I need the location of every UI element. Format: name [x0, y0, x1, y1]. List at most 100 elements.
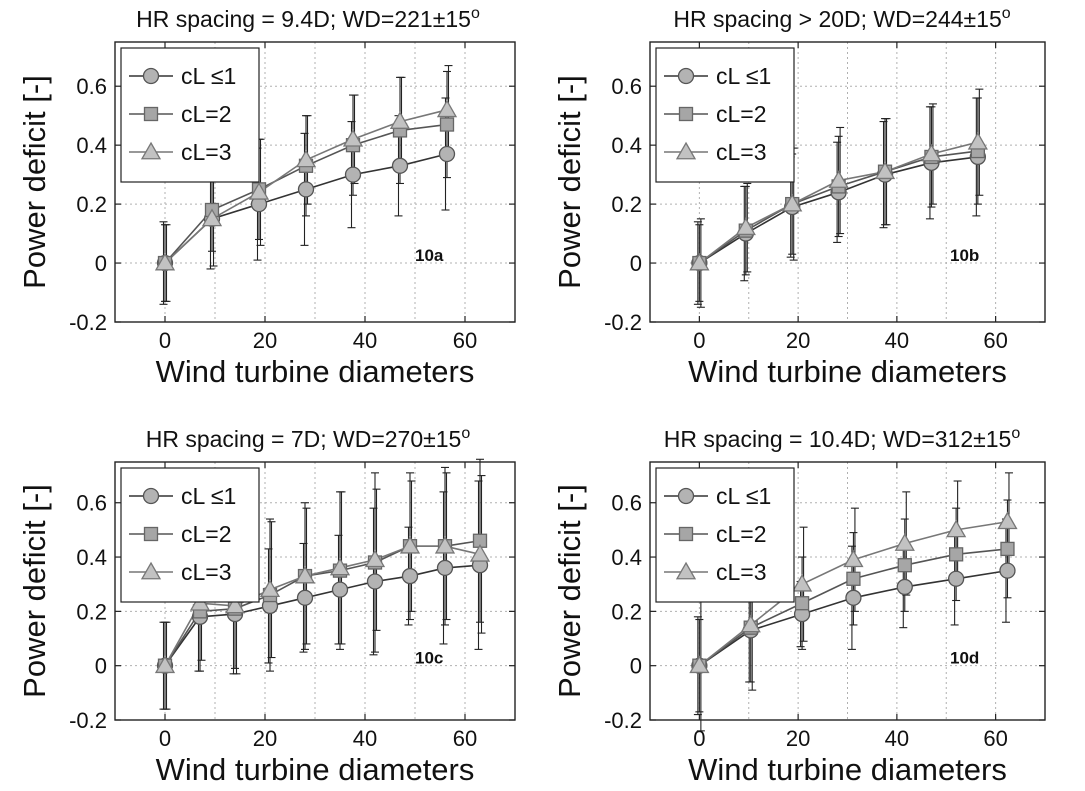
panel-tag: 10b	[950, 246, 979, 265]
legend-label: cL ≤1	[181, 63, 236, 89]
y-tick-label: 0.2	[611, 192, 642, 217]
data-point	[259, 579, 281, 598]
axes-frame	[114, 461, 516, 721]
panel-title-text: HR spacing > 20D; WD=244±15	[673, 6, 1001, 32]
legend-label: cL=3	[181, 559, 232, 585]
data-point	[1000, 541, 1015, 557]
legend-label: cL=2	[181, 521, 232, 547]
y-tick-label: 0.2	[76, 192, 107, 217]
legend-marker	[143, 106, 159, 122]
x-tick-label: 0	[159, 328, 171, 353]
data-point	[689, 655, 710, 674]
y-tick-label: 0.6	[76, 74, 107, 99]
legend-label: cL=2	[716, 101, 767, 127]
chart-panel-10d: 0 20 40 60 -0.2 0 0.2 0.4 0.6 Wind turbine diamet…	[552, 425, 1046, 787]
panel-title-text: HR spacing = 7D; WD=270±15	[146, 426, 462, 452]
data-point	[874, 161, 896, 180]
y-tick-label: 0.6	[611, 491, 642, 516]
data-point	[782, 193, 803, 212]
data-point	[794, 596, 810, 611]
legend-marker	[140, 561, 162, 580]
y-tick-label: 0.2	[611, 599, 642, 624]
y-axis-label: Power deficit [-]	[552, 484, 587, 698]
panel-title-superscript: o	[461, 425, 470, 442]
panel-tag: 10d	[950, 649, 979, 668]
x-tick-label: 0	[159, 726, 171, 751]
y-tick-label: 0	[630, 251, 642, 276]
data-point	[946, 519, 967, 538]
legend-label: cL ≤1	[716, 63, 771, 89]
data-point	[843, 549, 864, 568]
panel-title: HR spacing > 20D; WD=244±15o	[673, 5, 1010, 32]
y-axis-label: Power deficit [-]	[552, 75, 587, 289]
data-point	[366, 573, 384, 590]
y-tick-label: 0	[95, 654, 107, 679]
y-tick-label: 0	[95, 251, 107, 276]
y-tick-label: 0.6	[76, 491, 107, 516]
data-point	[436, 559, 454, 577]
x-tick-label: 60	[453, 726, 477, 751]
panel-title-superscript: o	[1002, 5, 1011, 22]
chart-panel-10c: 0 20 40 60 -0.2 0 0.2 0.4 0.6 Wind turbine diamet…	[17, 425, 516, 787]
data-point	[224, 595, 246, 614]
panel-tag: 10a	[415, 246, 444, 265]
x-tick-label: 20	[253, 726, 277, 751]
data-point	[735, 217, 756, 236]
y-tick-label: -0.2	[69, 708, 107, 733]
chart-panel-10b: 0 20 40 60 -0.2 0 0.2 0.4 0.6 Wind turbine diamet…	[552, 5, 1046, 389]
y-axis-label: Power deficit [-]	[17, 484, 52, 698]
panel-title: HR spacing = 9.4D; WD=221±15o	[136, 5, 480, 32]
data-point	[896, 578, 913, 596]
legend-marker	[140, 141, 162, 160]
x-tick-label: 40	[353, 726, 377, 751]
legend-marker	[677, 487, 695, 505]
y-tick-label: -0.2	[604, 708, 642, 733]
legend-label: cL ≤1	[181, 483, 236, 509]
data-point	[201, 208, 223, 227]
data-point	[845, 589, 862, 606]
y-tick-label: -0.2	[604, 310, 642, 335]
y-tick-label: 0.4	[611, 545, 642, 570]
y-tick-label: 0.4	[76, 133, 107, 158]
data-point	[469, 544, 491, 562]
data-point	[846, 571, 861, 586]
data-point	[438, 145, 456, 163]
data-point	[436, 99, 458, 118]
x-tick-label: 20	[786, 328, 810, 353]
panel-title-text: HR spacing = 10.4D; WD=312±15	[664, 426, 1012, 452]
legend-marker	[142, 67, 160, 85]
data-point	[391, 157, 409, 174]
panel-title: HR spacing = 10.4D; WD=312±15o	[664, 425, 1021, 452]
data-point	[828, 170, 849, 188]
x-tick-label: 20	[253, 328, 277, 353]
data-point	[791, 573, 813, 592]
data-point	[897, 558, 912, 573]
data-point	[947, 570, 965, 587]
legend-marker	[675, 141, 697, 160]
panel-title: HR spacing = 7D; WD=270±15o	[146, 425, 471, 452]
data-point	[364, 549, 386, 568]
data-point	[921, 143, 942, 162]
series-line-3	[164, 545, 481, 667]
data-point	[154, 655, 176, 674]
data-point	[948, 547, 964, 562]
data-point	[740, 614, 761, 633]
data-point	[439, 117, 455, 132]
axes-frame	[649, 41, 1046, 323]
data-point	[154, 252, 176, 271]
data-point	[248, 182, 270, 200]
legend: cL ≤1 cL=2 cL=3	[120, 47, 260, 183]
data-point	[329, 557, 351, 576]
y-tick-label: 0.4	[76, 545, 107, 570]
legend-marker	[675, 561, 697, 580]
x-tick-label: 60	[983, 328, 1007, 353]
legend: cL ≤1 cL=2 cL=3	[655, 47, 795, 183]
data-point	[342, 128, 364, 147]
axes-frame	[114, 41, 516, 323]
legend-label: cL=2	[716, 521, 767, 547]
x-tick-label: 40	[353, 328, 377, 353]
panel-title-text: HR spacing = 9.4D; WD=221±15	[136, 6, 471, 32]
y-tick-label: 0.2	[76, 599, 107, 624]
legend-marker	[142, 487, 160, 505]
